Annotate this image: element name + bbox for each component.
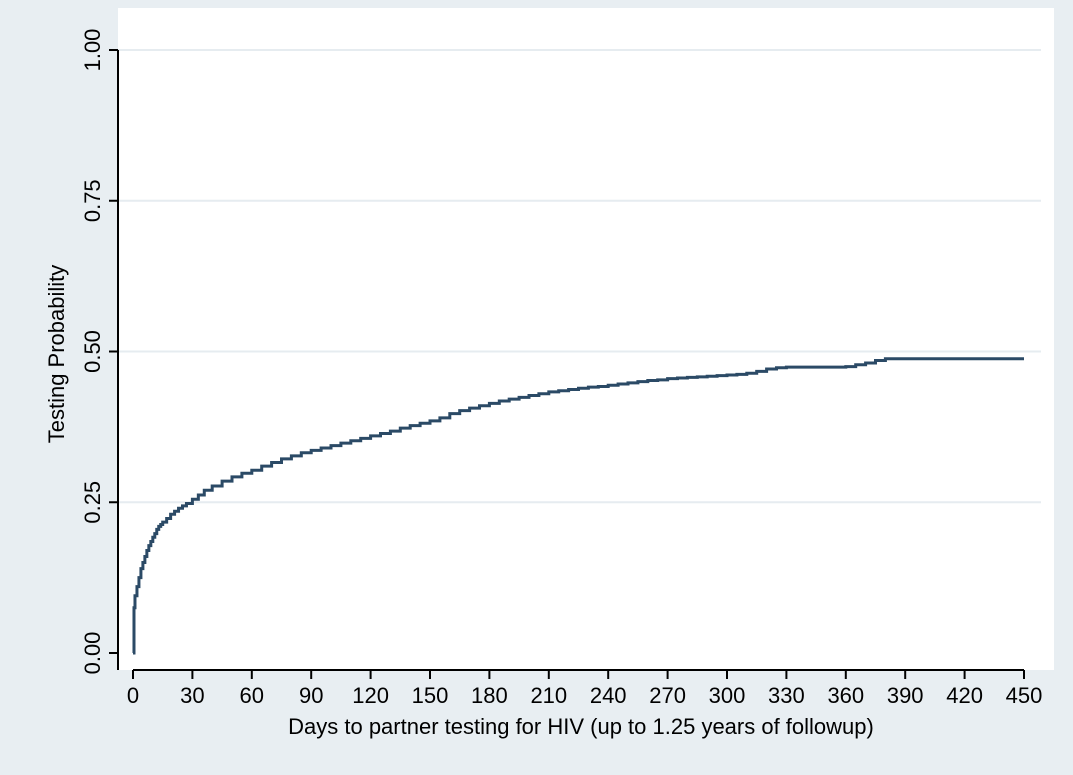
y-axis-title: Testing Probability	[44, 265, 69, 444]
x-tick-label: 390	[887, 683, 924, 708]
x-tick-label: 150	[412, 683, 449, 708]
y-tick-label: 0.75	[80, 179, 105, 222]
y-tick-label: 1.00	[80, 29, 105, 72]
x-tick-label: 210	[530, 683, 567, 708]
x-tick-label: 240	[590, 683, 627, 708]
series-line	[132, 357, 1024, 655]
x-tick-label: 270	[649, 683, 686, 708]
x-tick-label: 0	[127, 683, 139, 708]
x-tick-label: 90	[299, 683, 323, 708]
y-tick-label: 0.25	[80, 481, 105, 524]
x-tick-label: 420	[946, 683, 983, 708]
plot-area	[118, 8, 1054, 670]
x-tick-label: 30	[180, 683, 204, 708]
y-tick-label: 0.50	[80, 330, 105, 373]
x-tick-label: 450	[1006, 683, 1043, 708]
x-tick-label: 330	[768, 683, 805, 708]
x-tick-label: 120	[352, 683, 389, 708]
x-tick-label: 180	[471, 683, 508, 708]
axes: 0.00 0.25 0.50 0.75 1.00 0 30 60 90 120 150 180 210 2…	[80, 29, 1042, 708]
x-tick-label: 360	[827, 683, 864, 708]
x-axis-title: Days to partner testing for HIV (up to 1…	[288, 714, 874, 739]
x-tick-label: 60	[240, 683, 264, 708]
y-tick-label: 0.00	[80, 632, 105, 675]
series-layer	[132, 357, 1024, 655]
x-tick-label: 300	[709, 683, 746, 708]
grid-lines	[118, 49, 1041, 504]
